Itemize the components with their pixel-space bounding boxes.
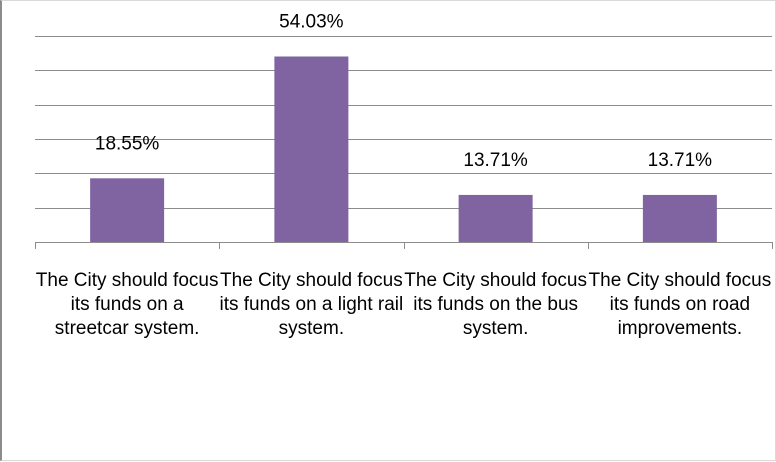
bars bbox=[90, 56, 717, 242]
data-labels: 18.55% 54.03% 13.71% 13.71% bbox=[95, 11, 712, 170]
x-axis bbox=[35, 242, 773, 249]
data-label-3: 13.71% bbox=[648, 150, 713, 171]
category-label-bus: The City should focus its funds on the b… bbox=[404, 270, 587, 339]
category-label-streetcar: The City should focus its funds on a str… bbox=[35, 270, 219, 339]
category-label-light-rail: The City should focus its funds on a lig… bbox=[219, 270, 404, 339]
category-label-road: The City should focus its funds on road … bbox=[588, 270, 772, 339]
data-label-1: 54.03% bbox=[279, 11, 344, 32]
data-label-2: 13.71% bbox=[463, 150, 528, 171]
data-label-0: 18.55% bbox=[95, 133, 160, 154]
bar-2 bbox=[458, 194, 533, 242]
bar-0 bbox=[90, 178, 165, 242]
bar-1 bbox=[274, 56, 349, 242]
bar-3 bbox=[642, 194, 717, 242]
